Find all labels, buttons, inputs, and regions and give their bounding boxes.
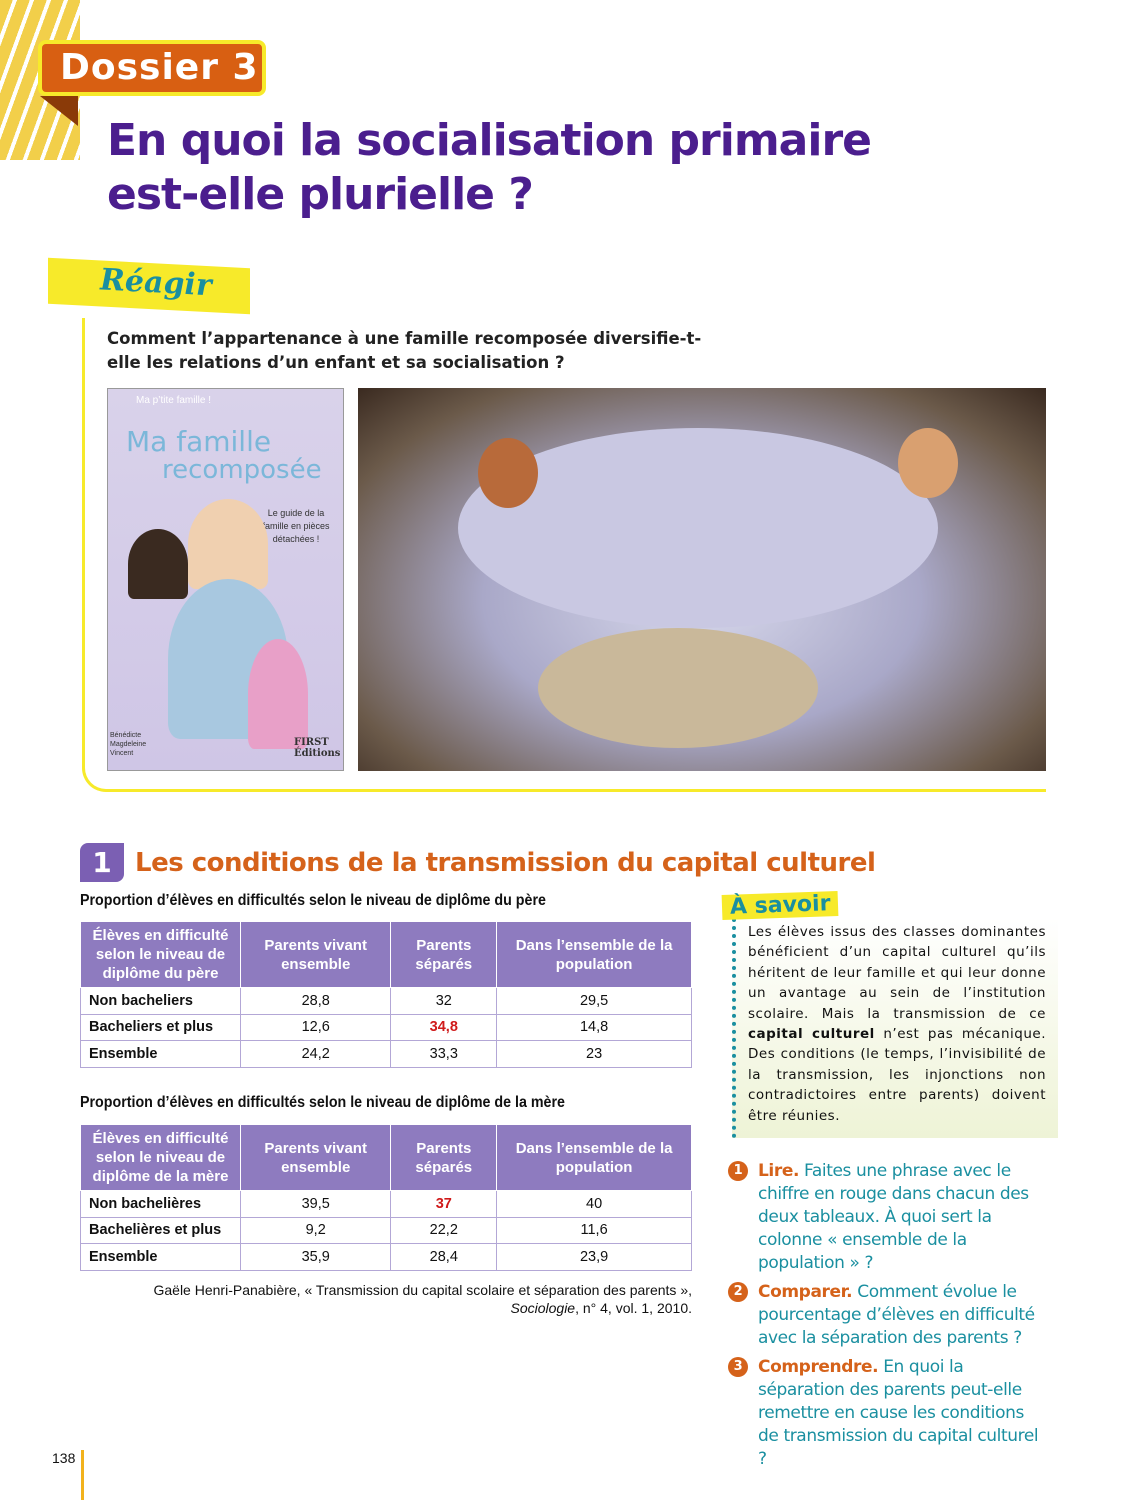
reagir-frame xyxy=(82,318,1046,792)
page-title: En quoi la socialisation primaire est-ell… xyxy=(107,114,907,222)
source-journal: Sociologie xyxy=(510,1300,576,1316)
title-line-2: est-elle plurielle ? xyxy=(107,169,534,220)
a-savoir-box: Les élèves issus des classes dominantes … xyxy=(732,918,1058,1138)
question-number: 2 xyxy=(728,1282,748,1302)
book-series: Ma p’tite famille ! xyxy=(136,395,212,406)
cell: 23,9 xyxy=(496,1243,692,1271)
cell: 32 xyxy=(390,987,498,1015)
cell: 11,6 xyxy=(496,1216,692,1244)
col-header: Dans l’ensemble de la population xyxy=(496,1124,692,1191)
question-text: Faites une phrase avec le chiffre en rou… xyxy=(758,1161,1029,1273)
col-header: Parents séparés xyxy=(390,1124,498,1191)
question-number: 3 xyxy=(728,1357,748,1377)
col-header: Élèves en difficulté selon le niveau de … xyxy=(80,1124,241,1191)
cell: 23 xyxy=(496,1040,692,1068)
cell: 35,9 xyxy=(239,1243,392,1271)
question-text: Comment évolue le pourcentage d’élèves e… xyxy=(758,1282,1035,1348)
illustration-figure xyxy=(188,499,268,589)
questions-list: 1 Lire. Faites une phrase avec le chiffre… xyxy=(728,1160,1048,1477)
cell: 33,3 xyxy=(390,1040,498,1068)
page-number: 138 xyxy=(52,1450,76,1466)
savoir-text: n’est pas mécanique. Des conditions (le … xyxy=(748,1026,1046,1124)
question-verb: Comparer. xyxy=(758,1282,853,1302)
col-header: Parents vivant ensemble xyxy=(239,1124,392,1191)
question-number: 1 xyxy=(728,1161,748,1181)
section-number: 1 xyxy=(80,843,124,882)
savoir-text: Les élèves issus des classes dominantes … xyxy=(748,924,1046,1022)
book-cover-image: Ma p’tite famille ! Ma famille recomposé… xyxy=(107,388,344,771)
col-header: Dans l’ensemble de la population xyxy=(496,921,692,988)
sheets xyxy=(458,428,938,628)
cell: 24,2 xyxy=(239,1040,392,1068)
cell: Ensemble xyxy=(80,1243,241,1271)
cell: Bacheliers et plus xyxy=(80,1013,241,1041)
cell: 28,4 xyxy=(390,1243,498,1271)
reagir-banner: Réagir xyxy=(48,257,250,315)
cell: 40 xyxy=(496,1190,692,1218)
dossier-badge: Dossier 3 xyxy=(38,40,266,96)
source-line-2: , n° 4, vol. 1, 2010. xyxy=(575,1300,692,1316)
illustration-figure xyxy=(248,639,308,749)
col-header: Parents séparés xyxy=(390,921,498,988)
reagir-question: Comment l’appartenance à une famille rec… xyxy=(107,329,702,372)
book-subtitle: Le guide de la famille en pièces détaché… xyxy=(262,508,330,544)
person-head xyxy=(898,428,958,498)
source-line-1: Gaële Henri-Panabière, « Transmission du… xyxy=(153,1282,692,1298)
question-item: 2 Comparer. Comment évolue le pourcentage… xyxy=(728,1281,1048,1350)
page-number-rule xyxy=(81,1450,84,1500)
cell: Non bacheliers xyxy=(80,987,241,1015)
person-head xyxy=(478,438,538,508)
table-father: Élèves en difficulté selon le niveau de … xyxy=(80,921,692,1068)
book-author: Bénédicte Magdeleine Vincent xyxy=(110,732,147,757)
savoir-keyword: capital culturel xyxy=(748,1026,875,1043)
cell: 29,5 xyxy=(496,987,692,1015)
cell: 39,5 xyxy=(239,1190,392,1218)
cell: Non bachelières xyxy=(80,1190,241,1218)
cell: 28,8 xyxy=(239,987,392,1015)
badge-fold xyxy=(40,96,78,126)
table-row: Ensemble 35,9 28,4 23,9 xyxy=(80,1243,692,1271)
book-title-2: recomposée xyxy=(162,455,322,485)
table2-caption: Proportion d’élèves en difficultés selon… xyxy=(80,1094,565,1111)
table-row: Bachelières et plus 9,2 22,2 11,6 xyxy=(80,1216,692,1244)
a-savoir-label: À savoir xyxy=(721,890,839,921)
table-row: Non bachelières 39,5 37 40 xyxy=(80,1190,692,1218)
title-line-1: En quoi la socialisation primaire xyxy=(107,115,872,166)
highlighted-cell: 37 xyxy=(390,1190,498,1218)
col-header: Élèves en difficulté selon le niveau de … xyxy=(80,921,241,988)
cell: 22,2 xyxy=(390,1216,498,1244)
book-title-1: Ma famille xyxy=(126,425,272,458)
table-row: Non bacheliers 28,8 32 29,5 xyxy=(80,987,692,1015)
question-text: En quoi la séparation des parents peut-e… xyxy=(758,1357,1039,1469)
table1-caption: Proportion d’élèves en difficultés selon… xyxy=(80,892,546,909)
family-bed-photo xyxy=(358,388,1046,771)
section-title: Les conditions de la transmission du cap… xyxy=(135,848,876,878)
table-row: Bacheliers et plus 12,6 34,8 14,8 xyxy=(80,1013,692,1041)
dog xyxy=(538,628,818,748)
question-item: 1 Lire. Faites une phrase avec le chiffre… xyxy=(728,1160,1048,1275)
cell: 9,2 xyxy=(239,1216,392,1244)
cell: Bachelières et plus xyxy=(80,1216,241,1244)
question-item: 3 Comprendre. En quoi la séparation des p… xyxy=(728,1356,1048,1471)
cell: 14,8 xyxy=(496,1013,692,1041)
illustration-figure xyxy=(128,529,188,599)
book-publisher: FIRST Éditions xyxy=(294,737,341,759)
cell: Ensemble xyxy=(80,1040,241,1068)
table-mother: Élèves en difficulté selon le niveau de … xyxy=(80,1124,692,1271)
source-citation: Gaële Henri-Panabière, « Transmission du… xyxy=(120,1281,692,1317)
question-verb: Lire. xyxy=(758,1161,800,1181)
col-header: Parents vivant ensemble xyxy=(239,921,392,988)
cell: 12,6 xyxy=(239,1013,392,1041)
question-verb: Comprendre. xyxy=(758,1357,879,1377)
table-row: Ensemble 24,2 33,3 23 xyxy=(80,1040,692,1068)
highlighted-cell: 34,8 xyxy=(390,1013,498,1041)
